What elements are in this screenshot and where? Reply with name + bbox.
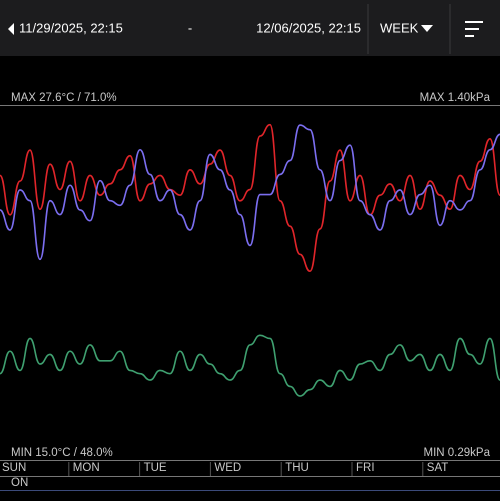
header-bar	[0, 0, 500, 56]
dropdown-arrow[interactable]	[421, 25, 433, 32]
series-line	[0, 334, 500, 397]
end-date[interactable]: 12/06/2025, 22:15	[256, 20, 361, 35]
date-separator: -	[188, 20, 192, 35]
max-label: MAX 27.6°C / 71.0%	[11, 92, 117, 104]
series-line	[0, 124, 500, 261]
prev-button[interactable]	[8, 23, 14, 35]
start-date[interactable]: 11/29/2025, 22:15	[19, 20, 123, 35]
day-label: SAT	[427, 462, 449, 474]
day-label: THU	[285, 462, 309, 474]
min-label: MIN 0.29kPa	[424, 447, 491, 459]
day-label: WED	[214, 462, 241, 474]
day-label: TUE	[144, 462, 167, 474]
menu-button[interactable]	[465, 21, 483, 37]
max-label: MAX 1.40kPa	[420, 92, 491, 104]
status: ON	[11, 477, 28, 489]
day-label: SUN	[2, 462, 26, 474]
series-line	[0, 123, 500, 273]
day-label: MON	[73, 462, 100, 474]
min-label: MIN 15.0°C / 48.0%	[11, 447, 113, 459]
plot: SUN MON TUE WED THU FRI SAT	[0, 123, 500, 476]
day-label: FRI	[356, 462, 375, 474]
period-dropdown[interactable]: WEEK	[380, 20, 419, 35]
